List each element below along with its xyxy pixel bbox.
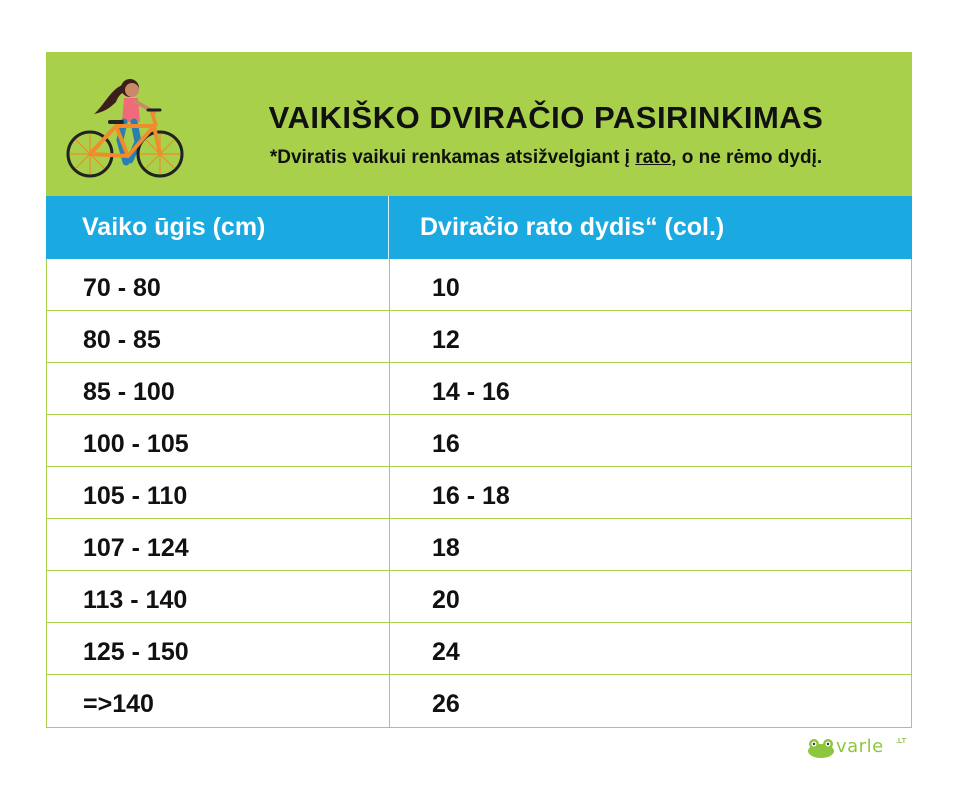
table-row: 80 - 85 12 — [47, 311, 911, 363]
table-row: 113 - 140 20 — [47, 571, 911, 623]
subtitle-text-end: , o ne rėmo dydį. — [671, 147, 823, 168]
wheel-size-cell: 26 — [432, 690, 460, 718]
wheel-size-cell: 14 - 16 — [432, 378, 510, 406]
wheel-size-cell: 24 — [432, 638, 460, 666]
height-cell: 125 - 150 — [83, 638, 189, 666]
table-row: 125 - 150 24 — [47, 623, 911, 675]
girl-riding-bicycle-icon — [66, 79, 184, 178]
brand-logo[interactable]: varle .LT — [806, 736, 916, 760]
frog-logo-icon — [808, 739, 834, 758]
column-divider — [389, 259, 390, 727]
height-cell: 80 - 85 — [83, 326, 161, 354]
table-row: 105 - 110 16 - 18 — [47, 467, 911, 519]
column-header-height: Vaiko ūgis (cm) — [82, 213, 266, 241]
wheel-size-cell: 16 — [432, 430, 460, 458]
wheel-size-cell: 20 — [432, 586, 460, 614]
table-row: 100 - 105 16 — [47, 415, 911, 467]
brand-name: varle — [836, 736, 884, 757]
brand-suffix: .LT — [896, 738, 906, 745]
table-row: 70 - 80 10 — [47, 259, 911, 311]
header-divider — [388, 196, 389, 259]
title-banner: VAIKIŠKO DVIRAČIO PASIRINKIMAS *Dviratis… — [46, 52, 912, 196]
height-cell: 113 - 140 — [83, 586, 188, 614]
subtitle-text-start: *Dviratis vaikui renkamas atsižvelgiant … — [269, 147, 636, 168]
column-header-wheel-size: Dviračio rato dydis“ (col.) — [420, 213, 725, 241]
table-row: =>140 26 — [47, 675, 911, 727]
page-title: VAIKIŠKO DVIRAČIO PASIRINKIMAS — [268, 100, 824, 135]
table-row: 107 - 124 18 — [47, 519, 911, 571]
height-cell: 107 - 124 — [83, 534, 189, 562]
height-cell: 85 - 100 — [83, 378, 175, 406]
height-cell: 100 - 105 — [83, 430, 189, 458]
bike-size-chart: VAIKIŠKO DVIRAČIO PASIRINKIMAS *Dviratis… — [46, 52, 912, 728]
height-cell: 70 - 80 — [83, 274, 161, 302]
wheel-size-cell: 16 - 18 — [432, 482, 510, 510]
page-subtitle: *Dviratis vaikui renkamas atsižvelgiant … — [196, 147, 896, 169]
height-cell: 105 - 110 — [83, 482, 188, 510]
table-row: 85 - 100 14 - 16 — [47, 363, 911, 415]
wheel-size-cell: 10 — [432, 274, 460, 302]
wheel-size-cell: 18 — [432, 534, 460, 562]
table-body: 70 - 80 10 80 - 85 12 85 - 100 14 - 16 1… — [46, 259, 912, 728]
table-header-row: Vaiko ūgis (cm) Dviračio rato dydis“ (co… — [46, 196, 912, 259]
subtitle-underlined-word: rato — [635, 147, 672, 168]
wheel-size-cell: 12 — [432, 326, 460, 354]
height-cell: =>140 — [83, 690, 154, 718]
